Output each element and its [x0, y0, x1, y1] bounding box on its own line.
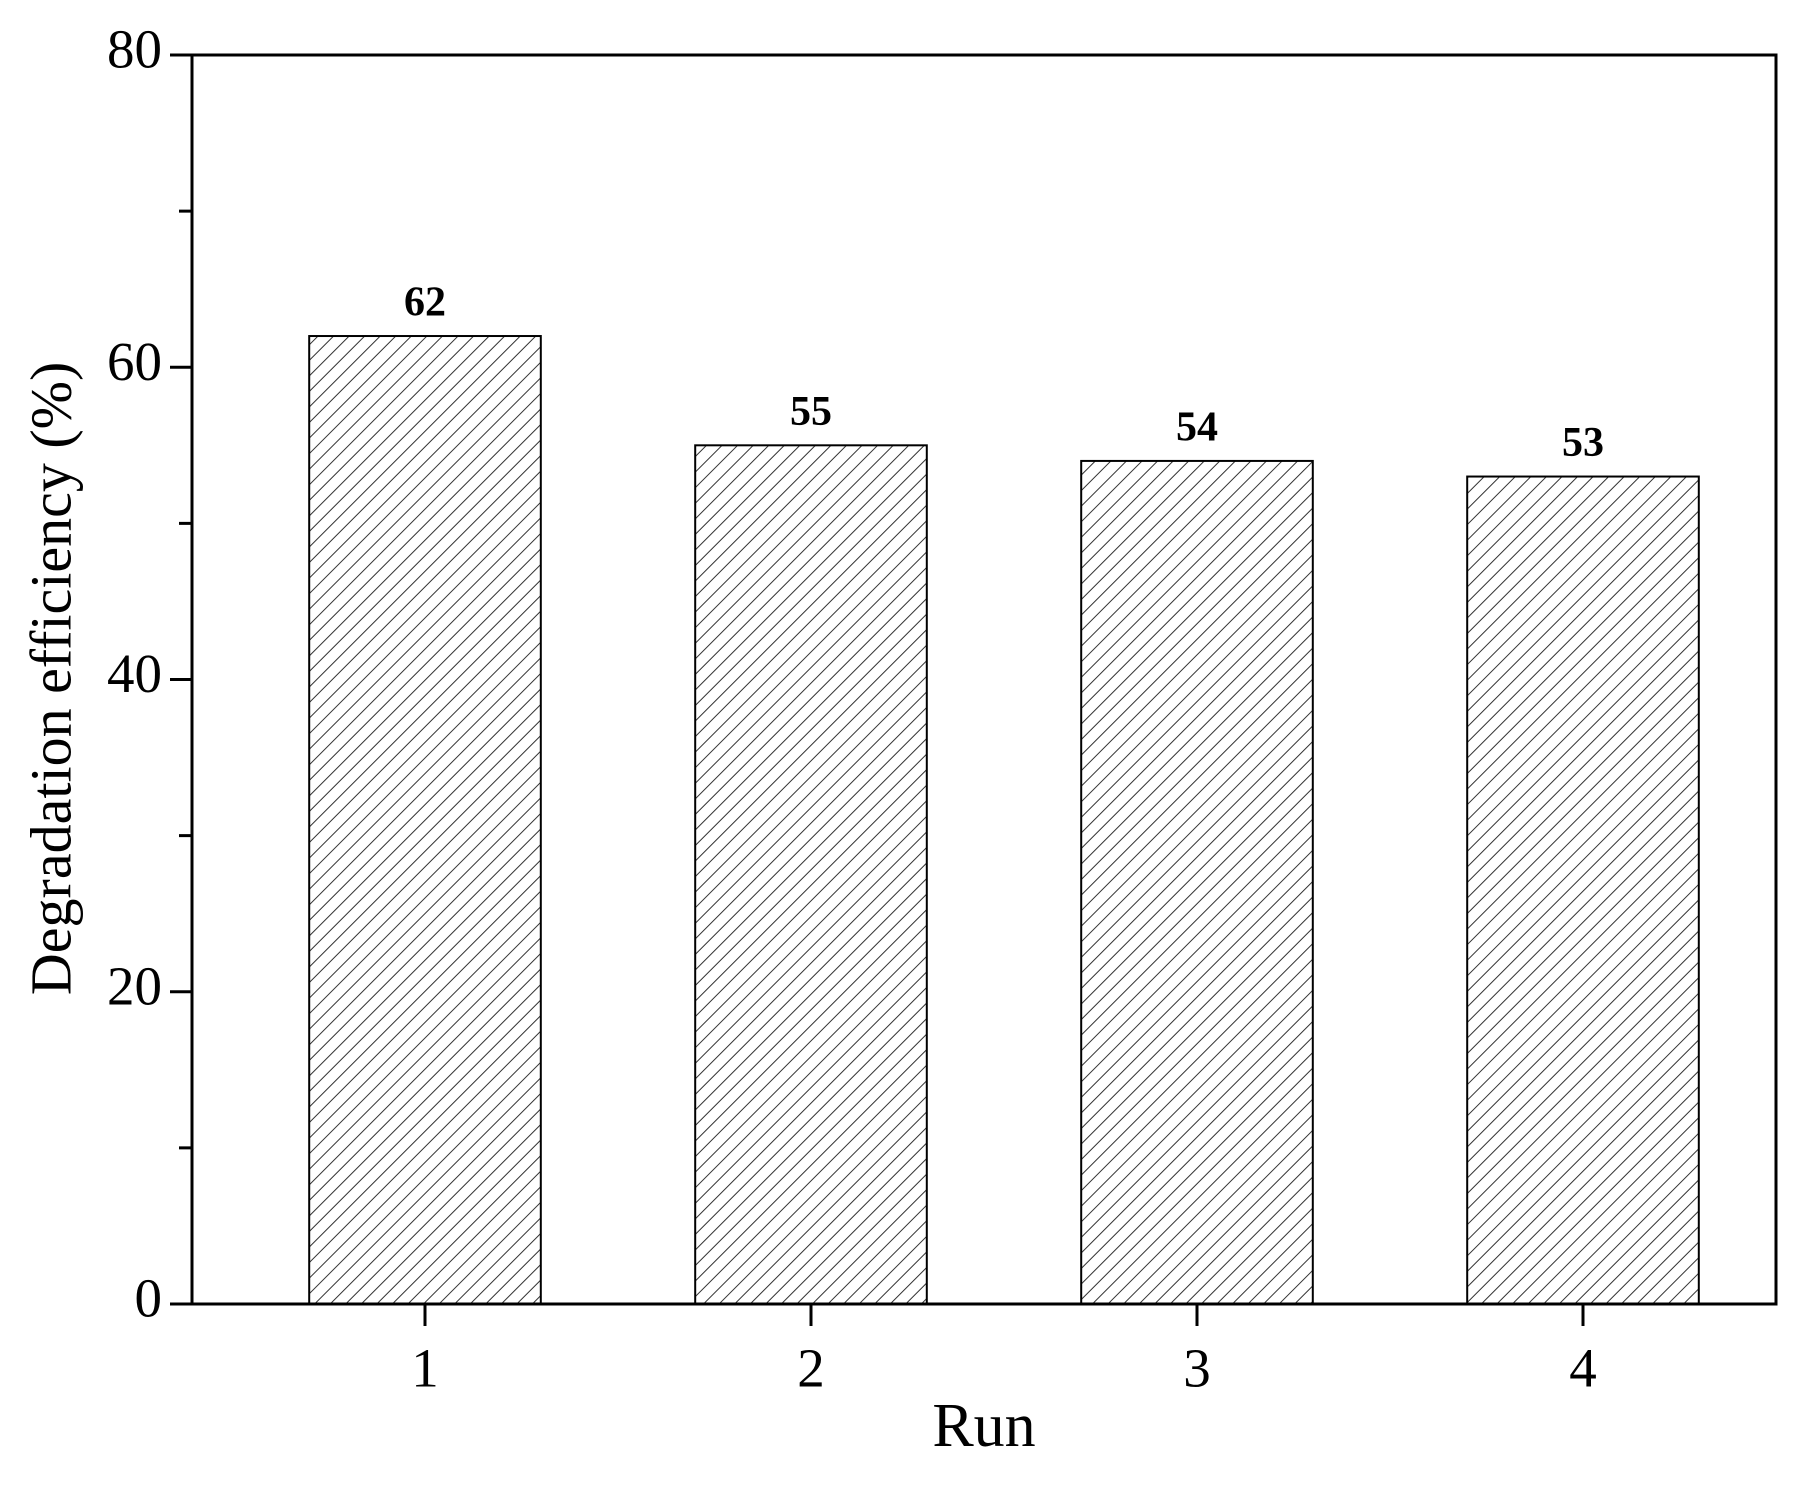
bar: [1080, 459, 1314, 1305]
value-label: 62: [404, 280, 446, 326]
y-tick-label: 0: [135, 1268, 163, 1329]
bar: [308, 335, 542, 1305]
value-label: 54: [1176, 405, 1218, 451]
x-tick-label: 2: [797, 1338, 825, 1399]
x-axis-title: Run: [932, 1392, 1035, 1460]
y-tick-label: 20: [107, 955, 162, 1016]
bar: [694, 444, 928, 1305]
y-tick-label: 80: [107, 19, 162, 80]
x-tick-label: 3: [1183, 1338, 1211, 1399]
plot-frame: [190, 53, 1778, 1306]
y-tick-label: 40: [107, 643, 162, 704]
y-tick-label: 60: [107, 331, 162, 392]
value-label: 55: [790, 389, 832, 435]
y-axis-title: Degradation efficiency (%): [18, 362, 83, 995]
x-tick-label: 1: [411, 1338, 439, 1399]
x-tick-label: 4: [1569, 1338, 1597, 1399]
bar: [1466, 475, 1700, 1306]
value-label: 53: [1562, 420, 1604, 466]
